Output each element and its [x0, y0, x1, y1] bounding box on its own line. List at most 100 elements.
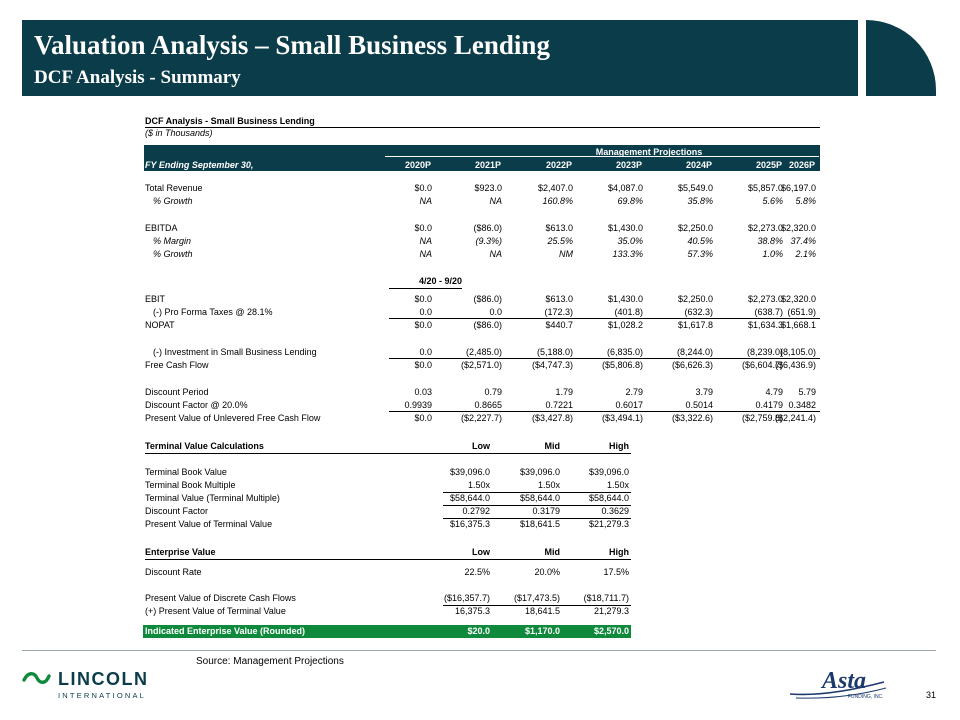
row-value: 22.5% — [464, 567, 490, 577]
col-header: Mid — [544, 441, 561, 451]
divider — [385, 156, 819, 157]
row-value: $613.0 — [545, 223, 573, 233]
row-value: $2,320.0 — [780, 223, 816, 233]
terminal-table: Terminal Value Calculations Low Mid High T… — [145, 440, 631, 535]
ev-table: Enterprise Value Low Mid High Discount Rat… — [143, 546, 631, 641]
table-row: % Growth NA NA NM 133.3% 57.3% 1.0% 2.1% — [145, 248, 820, 261]
row-label: Terminal Book Multiple — [145, 480, 236, 490]
row-value: ($2,227.7) — [460, 413, 502, 423]
row-label: Terminal Book Value — [145, 467, 227, 477]
row-label: (-) Investment in Small Business Lending — [153, 347, 317, 357]
row-value: 0.4179 — [755, 400, 783, 410]
row-value: $39,096.0 — [449, 467, 490, 477]
row-value: 1.50x — [606, 480, 629, 490]
row-value: $0.0 — [414, 413, 432, 423]
table-row: Present Value of Terminal Value $16,375.3… — [145, 518, 631, 531]
col-header: High — [609, 441, 629, 451]
row-value: ($86.0) — [473, 294, 502, 304]
row-label: Total Revenue — [145, 183, 203, 193]
table-row: NOPAT $0.0 ($86.0) $440.7 $1,028.2 $1,617.8 $1… — [145, 319, 820, 332]
row-label: Present Value of Discrete Cash Flows — [145, 593, 296, 603]
divider — [145, 453, 631, 454]
divider — [389, 318, 820, 319]
row-label: Discount Factor @ 20.0% — [145, 400, 248, 410]
row-label: Free Cash Flow — [145, 360, 209, 370]
row-value: (638.7) — [754, 307, 783, 317]
row-label: Present Value of Unlevered Free Cash Flo… — [145, 413, 321, 423]
row-label: EBITDA — [145, 223, 178, 233]
row-value: ($2,759.8) — [741, 413, 783, 423]
row-value: 57.3% — [687, 249, 713, 259]
lincoln-logo-name: LINCOLN — [58, 669, 149, 689]
row-value: ($3,427.8) — [531, 413, 573, 423]
year-header: 2021P — [474, 160, 501, 170]
indicated-ev-bar: Indicated Enterprise Value (Rounded) $20… — [143, 625, 631, 638]
row-value: 18,641.5 — [524, 606, 560, 616]
year-headers: 2020P 2021P 2022P 2023P 2024P 2025P 2026P — [144, 159, 820, 171]
row-value: $0.0 — [414, 183, 432, 193]
row-value: 0.3482 — [788, 400, 816, 410]
row-label: Discount Factor — [145, 506, 209, 516]
row-value: 0.0 — [489, 307, 502, 317]
row-value: 0.3179 — [532, 506, 560, 516]
row-value: $440.7 — [545, 320, 573, 330]
row-value: NA — [419, 236, 432, 246]
row-value: 25.5% — [547, 236, 573, 246]
row-value: 160.8% — [542, 196, 573, 206]
row-value: 37.4% — [790, 236, 816, 246]
row-value: $1,617.8 — [677, 320, 713, 330]
row-value: (632.3) — [684, 307, 713, 317]
table-row: (+) Present Value of Terminal Value 16,37… — [145, 605, 631, 618]
row-value: 0.5014 — [685, 400, 713, 410]
row-value: $2,273.0 — [747, 223, 783, 233]
col-header: High — [609, 547, 629, 557]
row-value: 0.9939 — [404, 400, 432, 410]
row-label: NOPAT — [145, 320, 175, 330]
table-row: Terminal Book Multiple 1.50x 1.50x 1.50x — [145, 479, 631, 492]
page-title: Valuation Analysis – Small Business Lend… — [34, 30, 550, 60]
row-value: 0.6017 — [615, 400, 643, 410]
row-value: $1,634.3 — [747, 320, 783, 330]
table-row: (-) Investment in Small Business Lending… — [145, 346, 820, 359]
row-value: ($2,241.4) — [774, 413, 816, 423]
stub-period-label: 4/20 - 9/20 — [418, 276, 462, 286]
row-value: $2,273.0 — [747, 294, 783, 304]
row-value: $2,250.0 — [677, 294, 713, 304]
indicated-ev-label: Indicated Enterprise Value (Rounded) — [145, 626, 306, 636]
row-value: (8,105.0) — [779, 347, 816, 357]
table-row: EBITDA $0.0 ($86.0) $613.0 $1,430.0 $2,250.0 $… — [145, 222, 820, 235]
table-row: Discount Period 0.03 0.79 1.79 2.79 3.79 4.79 5… — [145, 386, 820, 399]
row-value: 16,375.3 — [454, 606, 490, 616]
divider — [443, 605, 631, 606]
row-label: % Margin — [153, 236, 192, 246]
row-value: 69.8% — [617, 196, 643, 206]
table-row: Terminal Value (Terminal Multiple) $58,64… — [145, 492, 631, 505]
row-value: NM — [559, 249, 573, 259]
row-value: 35.0% — [617, 236, 643, 246]
row-value: (8,239.0) — [746, 347, 783, 357]
table-row: % Growth NA NA 160.8% 69.8% 35.8% 5.6% 5.8% — [145, 195, 820, 208]
row-value: (651.9) — [787, 307, 816, 317]
table-row: Present Value of Unlevered Free Cash Flo… — [145, 412, 820, 425]
row-value: $4,087.0 — [607, 183, 643, 193]
row-value: 5.6% — [762, 196, 783, 206]
row-value: $6,197.0 — [780, 183, 816, 193]
table-title: DCF Analysis - Small Business Lending — [145, 116, 315, 126]
row-value: $923.0 — [474, 183, 502, 193]
lincoln-logo: LINCOLN INTERNATIONAL — [22, 666, 172, 707]
terminal-title: Terminal Value Calculations — [145, 441, 264, 451]
row-value: ($6,604.7) — [741, 360, 783, 370]
row-value: 20.0% — [534, 567, 560, 577]
row-value: 1.0% — [762, 249, 783, 259]
row-value: 5.8% — [795, 196, 816, 206]
footer-divider — [22, 650, 936, 651]
group-header: Management Projections — [595, 147, 703, 157]
table-row: Discount Factor 0.2792 0.3179 0.3629 — [145, 505, 631, 518]
row-value: 17.5% — [603, 567, 629, 577]
row-value: $5,857.0 — [747, 183, 783, 193]
row-value: ($3,494.1) — [601, 413, 643, 423]
row-value: 2.1% — [795, 249, 816, 259]
row-value: 2.79 — [625, 387, 643, 397]
row-value: $18,641.5 — [519, 519, 560, 529]
row-value: ($16,357.7) — [443, 593, 490, 603]
